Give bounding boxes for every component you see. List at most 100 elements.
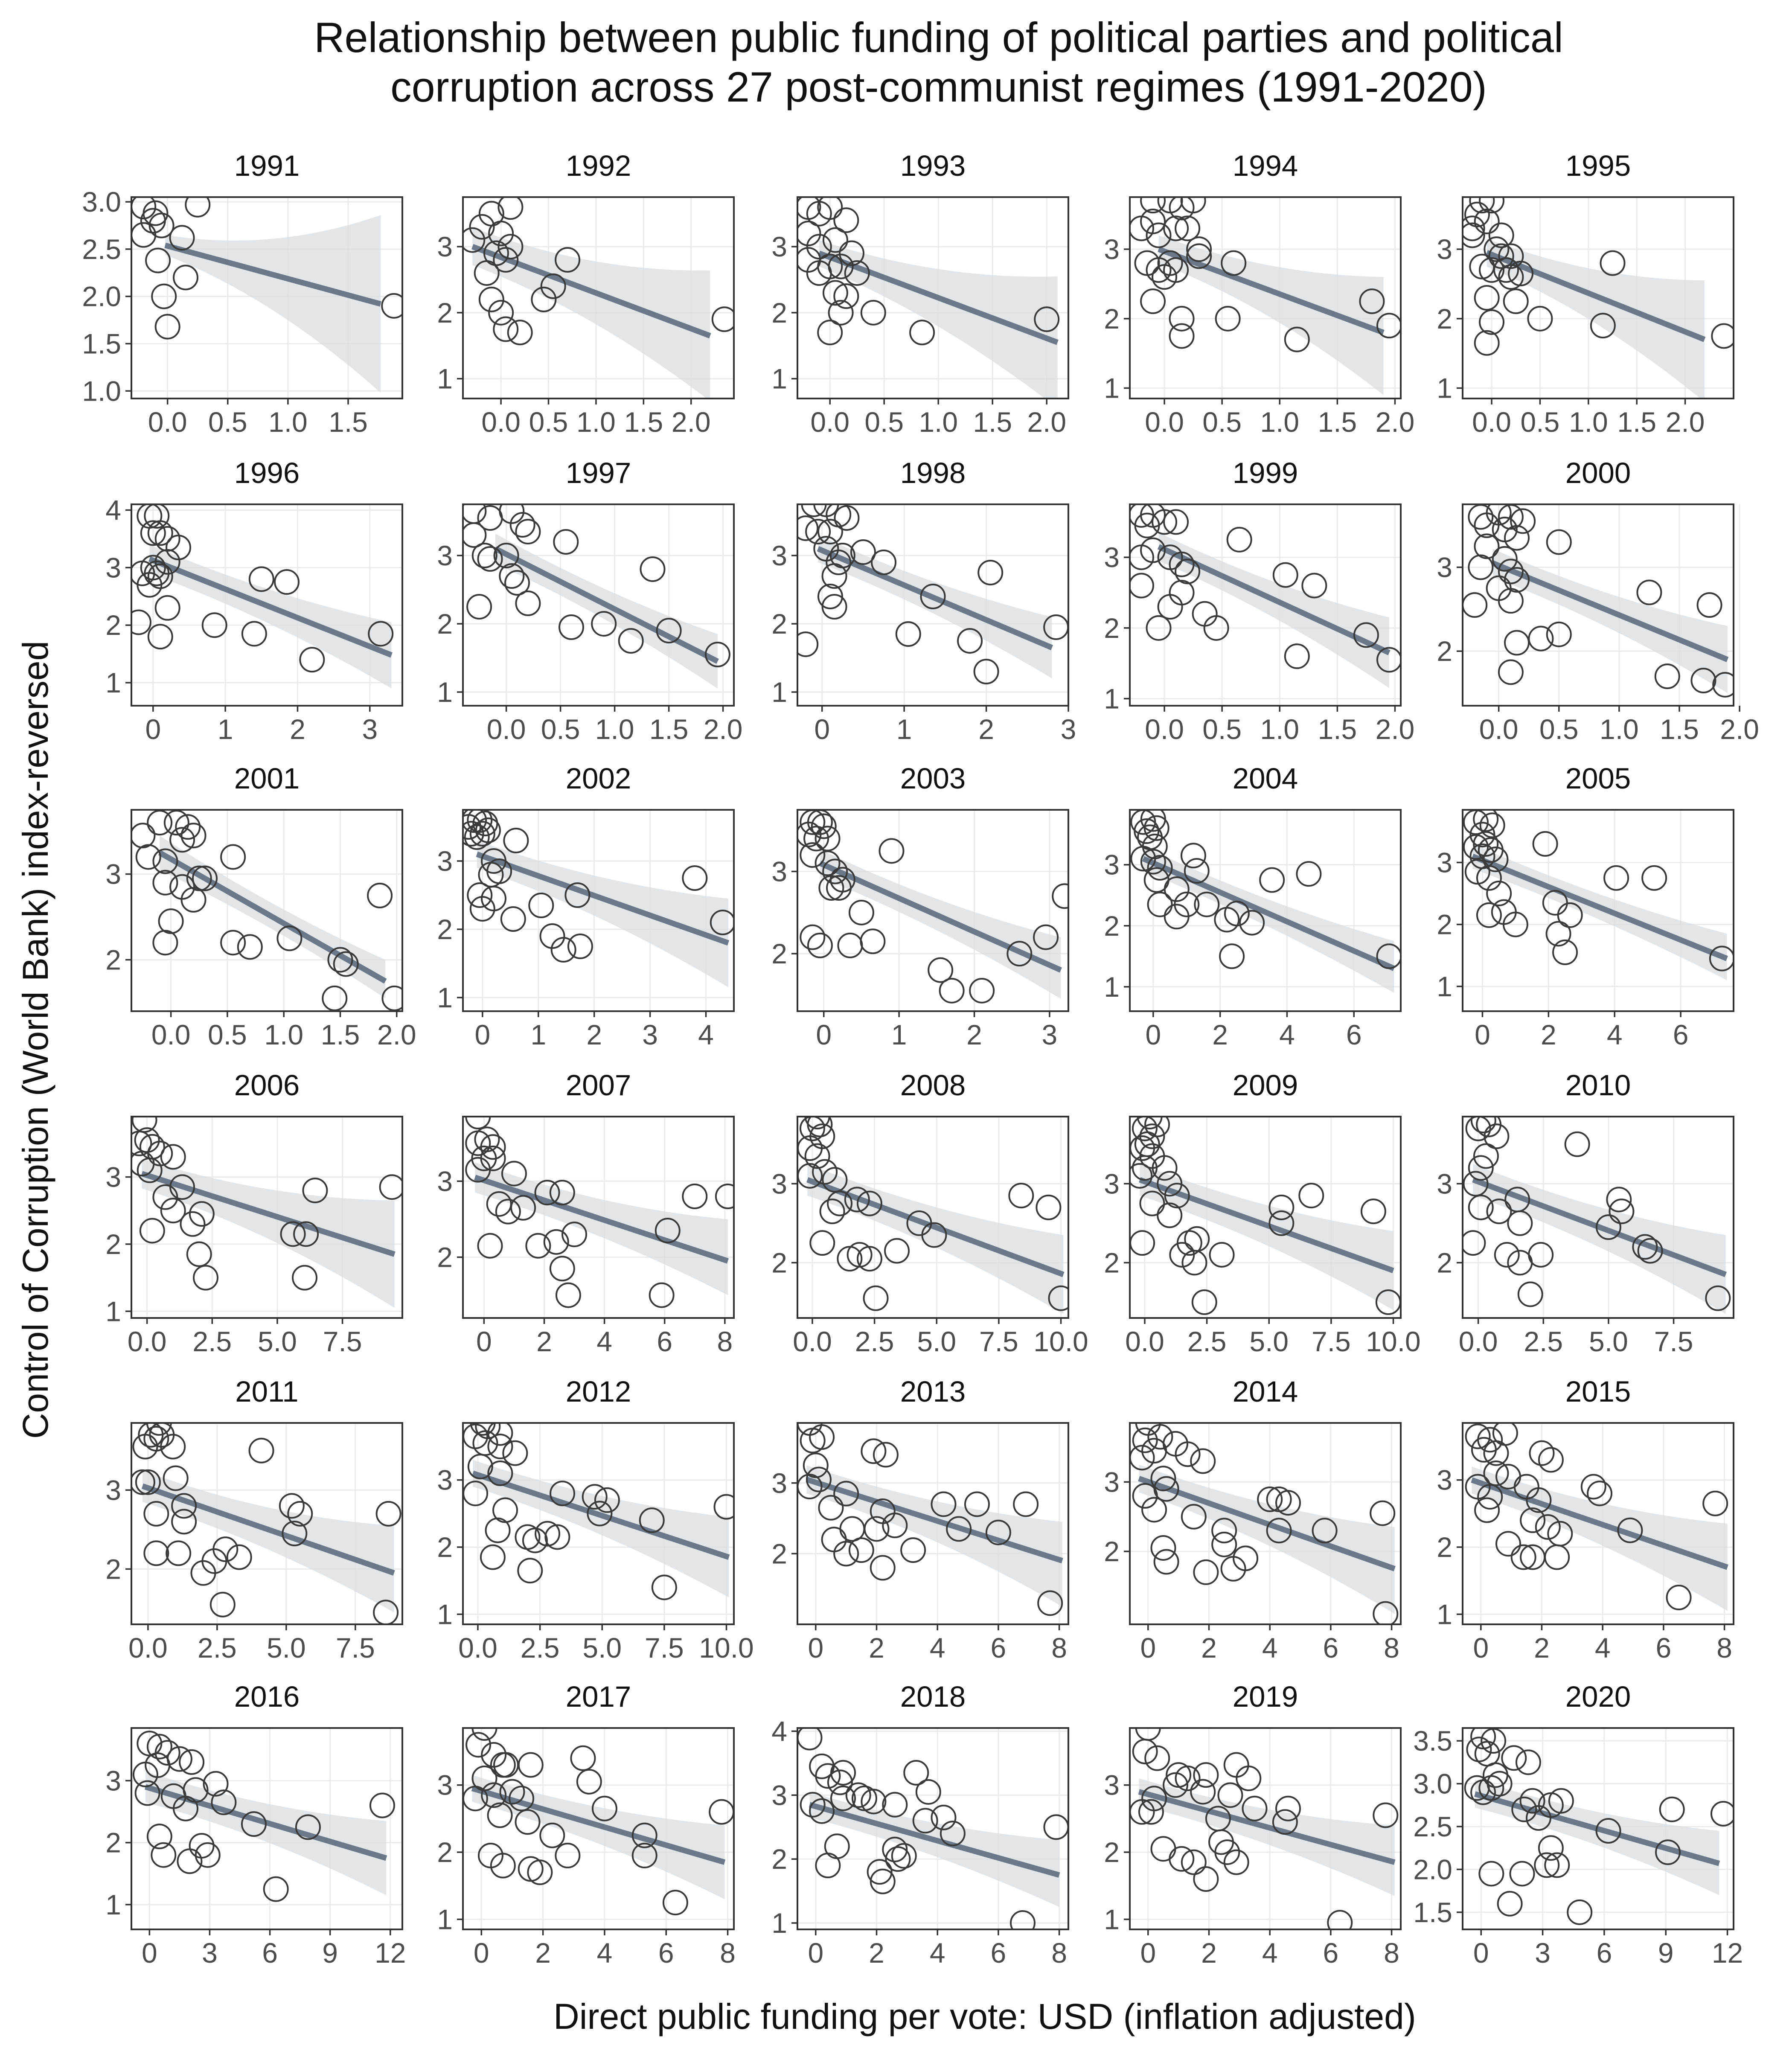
data-point [1184,1226,1210,1252]
x-tick-label: 2 [535,1937,551,1969]
data-point [367,882,393,908]
x-tick-label: 1.0 [919,406,958,438]
data-point [864,1516,890,1542]
data-point [1474,330,1500,356]
data-point [166,1540,192,1566]
x-tick-label: 1 [896,713,912,745]
x-tick-label: 1.5 [973,406,1012,438]
data-point [469,821,495,847]
x-tick-label: 2 [869,1937,884,1969]
data-point [1219,943,1245,969]
plot-area [131,504,394,689]
plot-area [1463,504,1734,698]
data-point [375,1501,401,1527]
x-tick-label: 2 [1201,1937,1217,1969]
data-point [1268,1210,1295,1236]
panel-title: 2017 [566,1680,631,1713]
x-tick-label: 3 [202,1937,218,1969]
data-point [1606,1187,1632,1213]
data-point [833,283,859,309]
y-tick-label: 2 [771,1843,787,1875]
data-point [185,197,211,218]
x-tick-label: 4 [930,1937,945,1969]
x-tick-label: 0 [814,713,830,745]
confidence-band [1143,846,1394,993]
data-point [1463,834,1489,860]
y-tick-label: 2 [771,608,787,640]
data-point [555,1282,581,1308]
data-point [830,1760,856,1786]
data-point [805,519,831,544]
data-point [509,1786,535,1812]
panel-frame [462,1422,735,1625]
data-point [1192,601,1218,627]
data-point [1463,222,1485,248]
panel-title: 1995 [1565,149,1631,182]
data-point [553,529,579,555]
data-point [977,560,1004,585]
data-point [241,1811,267,1837]
data-point [1495,1531,1521,1557]
data-point [534,1180,560,1206]
data-point [1169,1846,1195,1872]
data-point [131,1469,155,1495]
data-point [467,810,493,833]
data-point [1193,1866,1219,1892]
regression-line [141,1483,395,1576]
data-point [797,221,821,247]
panel-2020: 2020 0 3 6 9 12 1.5 2.0 2.5 3.0 3.5 [1413,1680,1743,1969]
data-point [1146,615,1172,641]
data-point [1474,208,1500,234]
data-point [861,1789,887,1815]
regression-line [141,1171,396,1257]
x-tick-label: 8 [1051,1632,1067,1664]
plot-area [1130,810,1401,993]
regression-line [472,1470,730,1560]
x-tick-label: 6 [1673,1019,1689,1050]
x-tick-label: 2.5 [192,1326,232,1357]
x-tick-label: 7.5 [1312,1326,1351,1357]
data-point [471,1728,497,1741]
regression-line [471,1786,726,1865]
data-point [146,1734,172,1760]
y-tick-label: 2 [105,1228,121,1260]
x-tick-label: 3 [1042,1019,1058,1050]
y-tick-label: 3 [1104,849,1120,881]
data-point [1259,867,1285,893]
panel-title: 2019 [1233,1680,1298,1713]
data-point [466,594,492,620]
data-point [1140,537,1166,563]
x-tick-label: 7.5 [336,1632,375,1664]
y-tick-label: 3 [1437,847,1452,878]
panel-frame [1129,196,1402,399]
x-tick-label: 1.0 [595,713,634,745]
regression-line [1492,560,1729,662]
panel-title: 2010 [1565,1069,1631,1102]
data-point [146,1824,172,1850]
data-point [180,887,207,913]
data-point [465,1157,491,1183]
data-point [1632,1234,1658,1260]
panel-title: 2004 [1233,762,1298,795]
data-point [1710,1801,1734,1827]
regression-line [1142,856,1395,971]
y-tick-label: 2 [1104,612,1120,644]
y-tick-label: 1 [437,1598,453,1630]
data-point [140,520,166,546]
data-point [1478,1861,1504,1887]
data-point [211,1789,237,1815]
x-tick-label: 6 [1597,1937,1612,1969]
data-point [1215,305,1241,332]
y-tick-label: 2 [771,1538,787,1569]
data-point [1033,924,1059,950]
data-point [209,1591,236,1617]
panel-2003: 2003 0 1 2 3 2 3 [771,762,1069,1050]
x-tick-label: 4 [596,1326,612,1357]
confidence-band [142,1159,395,1308]
data-point [1163,215,1189,241]
data-point [1272,1809,1298,1835]
gridlines [1130,810,1401,1011]
data-point [1464,1775,1490,1801]
x-tick-label: 12 [375,1937,406,1969]
data-point [1132,1155,1158,1181]
